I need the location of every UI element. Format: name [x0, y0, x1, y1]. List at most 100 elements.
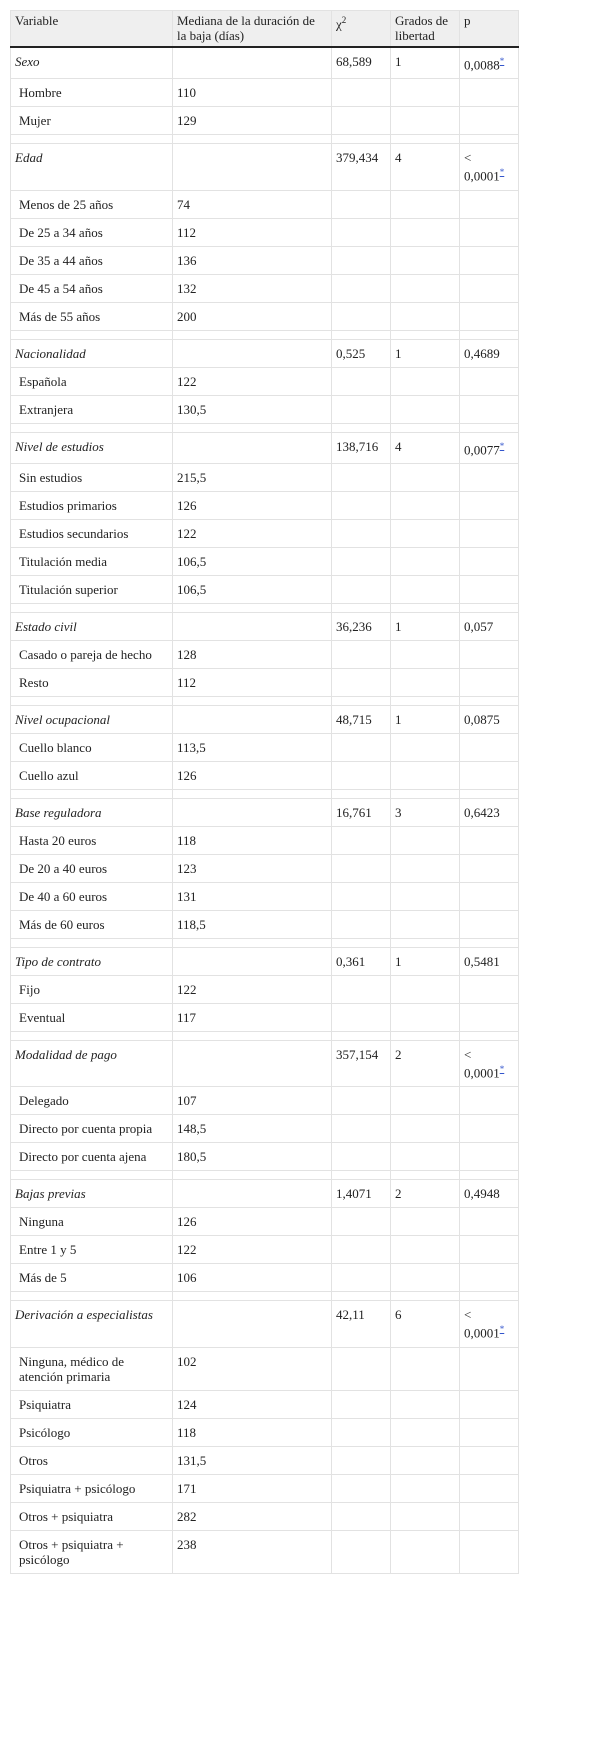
- item-row: Hombre 110: [10, 78, 519, 108]
- empty-cell: [390, 639, 460, 669]
- empty-cell: [331, 189, 391, 219]
- empty-cell: [331, 667, 391, 697]
- median-value: 118: [172, 825, 332, 855]
- header-cell: p: [459, 10, 519, 48]
- empty-cell: [459, 366, 519, 396]
- spacer-cell: [459, 1170, 519, 1181]
- spacer-cell: [390, 1030, 460, 1041]
- group-row: Tipo de contrato 0,361 1 0,5481: [10, 946, 519, 976]
- spacer-cell: [459, 695, 519, 706]
- p-cell: 0,4948: [459, 1179, 519, 1209]
- variable-name: Derivación a especialistas: [10, 1300, 173, 1348]
- item-row: Estudios primarios 126: [10, 490, 519, 520]
- footnote-link[interactable]: *: [499, 167, 505, 178]
- empty-cell: [390, 1346, 460, 1391]
- footnote-link[interactable]: *: [499, 1324, 505, 1335]
- footnote-link[interactable]: *: [499, 56, 505, 66]
- empty-cell: [390, 974, 460, 1004]
- empty-cell: [390, 1235, 460, 1265]
- category-label: Más de 55 años: [10, 301, 173, 331]
- footnote-link[interactable]: *: [499, 440, 505, 451]
- spacer-cell: [390, 602, 460, 613]
- empty-cell: [459, 1142, 519, 1172]
- item-row: Ninguna 126: [10, 1207, 519, 1237]
- empty-cell: [331, 574, 391, 604]
- spacer-cell: [172, 1030, 332, 1041]
- spacer-cell: [10, 329, 173, 340]
- empty-cell: [331, 853, 391, 883]
- spacer-cell: [331, 1291, 391, 1302]
- spacer-cell: [331, 602, 391, 613]
- category-label: Resto: [10, 667, 173, 697]
- empty-cell: [331, 1529, 391, 1574]
- df-value: 1: [390, 338, 460, 368]
- p-cell: 0,0088*: [459, 46, 519, 80]
- empty-cell: [390, 1389, 460, 1419]
- empty-cell: [331, 106, 391, 136]
- p-cell: < 0,0001*: [459, 143, 519, 191]
- empty-cell: [459, 974, 519, 1004]
- empty-cell: [459, 490, 519, 520]
- category-label: Cuello azul: [10, 760, 173, 790]
- empty-cell: [390, 394, 460, 424]
- category-label: Estudios primarios: [10, 490, 173, 520]
- spacer-cell: [459, 937, 519, 948]
- item-row: De 40 a 60 euros 131: [10, 881, 519, 911]
- empty-cell: [331, 1002, 391, 1032]
- item-row: Extranjera 130,5: [10, 394, 519, 424]
- item-row: Estudios secundarios 122: [10, 518, 519, 548]
- category-label: Mujer: [10, 106, 173, 136]
- empty-cell: [331, 490, 391, 520]
- median-value: 124: [172, 1389, 332, 1419]
- chi2-value: 68,589: [331, 46, 391, 80]
- empty-cell: [331, 974, 391, 1004]
- empty-cell: [390, 106, 460, 136]
- empty-cell: [390, 1417, 460, 1447]
- empty-cell: [459, 189, 519, 219]
- empty-cell: [172, 1179, 332, 1209]
- empty-cell: [331, 245, 391, 275]
- median-value: 118,5: [172, 909, 332, 939]
- spacer-cell: [390, 695, 460, 706]
- spacer-cell: [172, 422, 332, 433]
- category-label: Ninguna, médico de atención primaria: [10, 1346, 173, 1391]
- group-row: Modalidad de pago 357,154 2 < 0,0001*: [10, 1039, 519, 1088]
- spacer-cell: [390, 422, 460, 433]
- empty-cell: [390, 1086, 460, 1116]
- header-cell: χ2: [331, 10, 391, 48]
- median-value: 106,5: [172, 574, 332, 604]
- spacer-cell: [331, 1170, 391, 1181]
- empty-cell: [390, 189, 460, 219]
- spacer-row: [10, 937, 519, 948]
- empty-cell: [459, 1002, 519, 1032]
- empty-cell: [172, 797, 332, 827]
- empty-cell: [331, 1473, 391, 1503]
- category-label: Extranjera: [10, 394, 173, 424]
- item-row: Casado o pareja de hecho 128: [10, 639, 519, 669]
- empty-cell: [331, 1086, 391, 1116]
- df-value: 2: [390, 1039, 460, 1088]
- chi2-value: 48,715: [331, 704, 391, 734]
- variable-name: Nivel de estudios: [10, 431, 173, 464]
- median-value: 112: [172, 217, 332, 247]
- empty-cell: [331, 217, 391, 247]
- category-label: Directo por cuenta propia: [10, 1114, 173, 1144]
- median-value: 106,5: [172, 546, 332, 576]
- footnote-link[interactable]: *: [499, 1063, 505, 1074]
- category-label: Sin estudios: [10, 462, 173, 492]
- category-label: Más de 5: [10, 1263, 173, 1293]
- median-value: 126: [172, 490, 332, 520]
- empty-cell: [390, 1263, 460, 1293]
- empty-cell: [331, 825, 391, 855]
- median-value: 130,5: [172, 394, 332, 424]
- item-row: De 45 a 54 años 132: [10, 273, 519, 303]
- empty-cell: [459, 462, 519, 492]
- empty-cell: [390, 1529, 460, 1574]
- empty-cell: [390, 462, 460, 492]
- empty-cell: [172, 431, 332, 464]
- group-row: Bajas previas 1,4071 2 0,4948: [10, 1179, 519, 1209]
- empty-cell: [390, 1445, 460, 1475]
- category-label: Ninguna: [10, 1207, 173, 1237]
- median-value: 126: [172, 760, 332, 790]
- empty-cell: [459, 1473, 519, 1503]
